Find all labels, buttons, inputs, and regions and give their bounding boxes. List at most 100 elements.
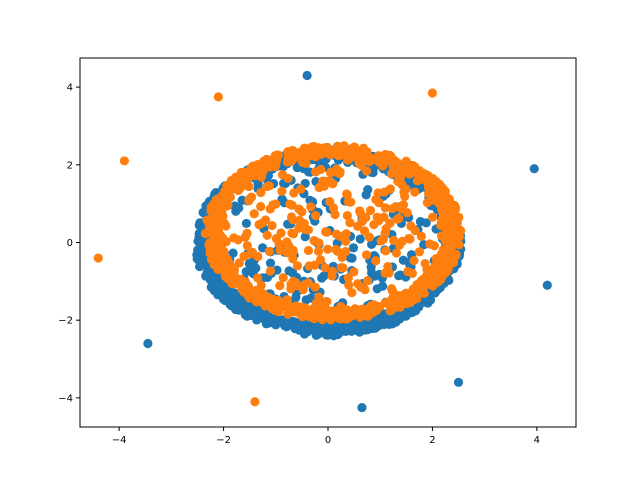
series-0-point — [245, 265, 255, 275]
series-0-point — [304, 325, 314, 335]
series-1-point — [349, 267, 359, 277]
series-1-point — [441, 214, 451, 224]
series-1-point — [397, 204, 407, 214]
series-0-point — [354, 321, 364, 332]
series-1-point — [353, 221, 363, 231]
series-1-point — [264, 246, 274, 257]
series-1-point — [354, 158, 364, 168]
series-1-point — [380, 203, 390, 213]
series-0-point — [334, 322, 345, 332]
series-1-point — [251, 286, 261, 296]
series-0-outlier-point — [529, 164, 539, 174]
series-1-point — [426, 268, 436, 279]
series-1-point — [242, 241, 252, 251]
series-1-point — [327, 266, 337, 276]
series-1-point — [291, 149, 301, 159]
series-1-point — [223, 188, 234, 198]
series-1-point — [325, 150, 335, 160]
series-0-point — [395, 270, 405, 280]
x-tick-label: 0 — [325, 435, 331, 446]
series-1-point — [445, 246, 455, 256]
series-1-point — [282, 157, 293, 167]
series-1-point — [405, 234, 415, 244]
series-1-point — [244, 196, 254, 206]
series-0-point — [363, 185, 373, 195]
series-1-point — [341, 229, 351, 239]
series-1-point — [315, 255, 326, 265]
series-1-point — [268, 200, 278, 210]
series-1-point — [343, 151, 353, 161]
series-1-point — [438, 203, 448, 213]
series-1-point — [311, 303, 321, 313]
series-1-point — [277, 186, 287, 196]
series-0-outlier-point — [453, 377, 464, 387]
x-tick-label: 2 — [429, 435, 435, 446]
series-1-point — [291, 277, 301, 288]
series-1-point — [330, 306, 340, 316]
series-1-point — [208, 239, 218, 249]
series-0-point — [234, 203, 244, 213]
series-1-point — [273, 302, 283, 312]
series-1-point — [256, 201, 266, 212]
series-1-point — [264, 181, 274, 191]
series-1-point — [349, 142, 359, 152]
series-0-point — [230, 288, 240, 298]
series-1-point — [397, 236, 407, 246]
series-1-point — [227, 178, 237, 188]
y-tick-label: −2 — [58, 316, 73, 327]
series-1-point — [369, 219, 379, 230]
series-1-point — [397, 180, 407, 190]
series-1-point — [454, 240, 464, 250]
series-0-point — [372, 284, 382, 294]
series-1-point — [322, 244, 333, 254]
series-1-point — [303, 278, 313, 288]
series-0-point — [317, 273, 327, 283]
series-1-point — [313, 246, 324, 256]
series-1-point — [445, 238, 455, 248]
series-0-point — [303, 167, 314, 177]
series-1-point — [253, 273, 263, 283]
series-1-point — [283, 173, 293, 183]
series-1-point — [303, 245, 314, 256]
series-1-point — [410, 226, 420, 236]
series-1-point — [386, 151, 396, 162]
series-1-point — [326, 167, 336, 177]
series-1-point — [292, 261, 303, 271]
series-1-point — [275, 245, 285, 255]
series-1-point — [249, 165, 259, 176]
series-1-point — [331, 229, 342, 239]
series-0-outlier-point — [143, 338, 153, 349]
series-0-point — [327, 328, 338, 338]
series-0-point — [366, 239, 377, 250]
series-0-point — [348, 243, 359, 253]
series-1-point — [301, 158, 311, 168]
series-1-point — [342, 190, 352, 200]
series-0-point — [344, 323, 354, 333]
series-1-point — [416, 231, 426, 241]
series-1-point — [407, 268, 418, 278]
series-1-point — [362, 276, 373, 286]
series-1-point — [427, 212, 438, 222]
series-1-point — [249, 209, 259, 219]
series-1-point — [336, 263, 346, 273]
series-1-point — [217, 199, 227, 209]
series-1-point — [256, 187, 266, 198]
series-1-point — [318, 176, 328, 186]
series-1-point — [275, 281, 285, 291]
series-1-point — [212, 223, 222, 233]
series-1-point — [205, 248, 215, 258]
series-0-point — [294, 325, 304, 335]
series-1-point — [337, 252, 347, 262]
series-1-point — [316, 149, 326, 159]
series-1-point — [361, 212, 371, 223]
series-1-point — [234, 258, 244, 268]
series-1-point — [240, 232, 250, 242]
series-1-point — [345, 218, 355, 228]
series-1-outlier-point — [93, 253, 103, 263]
series-1-point — [389, 162, 399, 172]
series-0-point — [228, 248, 238, 258]
series-1-point — [435, 190, 446, 201]
series-0-point — [374, 321, 384, 331]
series-1-point — [322, 297, 332, 307]
series-1-outlier-point — [213, 92, 223, 102]
